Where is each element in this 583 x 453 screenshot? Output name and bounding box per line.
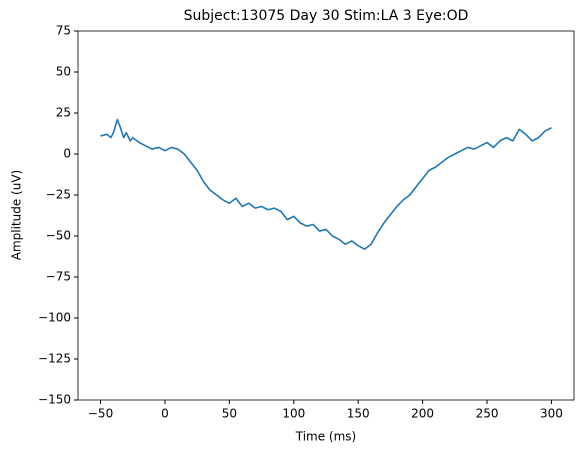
y-tick-label: −50 xyxy=(46,229,71,243)
x-tick-label: 300 xyxy=(540,407,563,421)
x-tick-label: 200 xyxy=(411,407,434,421)
x-tick-label: 100 xyxy=(282,407,305,421)
data-line xyxy=(100,118,552,250)
y-tick-label: −75 xyxy=(46,270,71,284)
x-tick-label: 0 xyxy=(161,407,169,421)
y-tick-label: −150 xyxy=(38,393,71,407)
axes-frame xyxy=(77,30,575,401)
x-tick-label: 250 xyxy=(476,407,499,421)
y-tick-label: 50 xyxy=(56,65,71,79)
x-tick-label: 150 xyxy=(347,407,370,421)
y-tick-label: 25 xyxy=(56,106,71,120)
chart-title: Subject:13075 Day 30 Stim:LA 3 Eye:OD xyxy=(184,8,469,24)
x-tick-label: 50 xyxy=(222,407,237,421)
y-tick-label: 75 xyxy=(56,24,71,38)
x-axis-label: Time (ms) xyxy=(295,430,357,444)
y-tick-label: −125 xyxy=(38,352,71,366)
y-tick-label: −100 xyxy=(38,311,71,325)
y-axis-label: Amplitude (uV) xyxy=(10,170,24,261)
y-tick-label: −25 xyxy=(46,188,71,202)
x-tick-label: −50 xyxy=(88,407,113,421)
y-tick-label: 0 xyxy=(63,147,71,161)
